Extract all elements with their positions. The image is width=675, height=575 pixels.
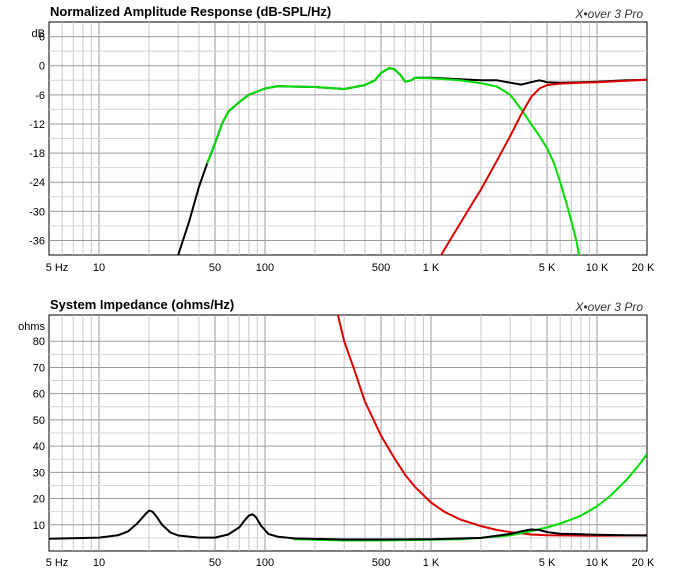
amplitude-x-tick-label: 50 xyxy=(209,262,221,274)
amplitude-x-tick-label: 20 K xyxy=(632,262,655,274)
amplitude-y-tick-label: -24 xyxy=(29,177,45,189)
impedance-x-tick-label: 5 Hz xyxy=(46,557,69,569)
impedance-series-line-2 xyxy=(49,509,647,541)
impedance-y-tick-label: 50 xyxy=(33,415,45,427)
amplitude-x-tick-label: 5 Hz xyxy=(46,262,69,274)
impedance-x-tick-label: 1 K xyxy=(423,557,440,569)
impedance-y-tick-label: 70 xyxy=(33,362,45,374)
impedance-series-line-0 xyxy=(336,315,647,537)
amplitude-x-tick-label: 10 K xyxy=(586,262,609,274)
amplitude-chart-title: Normalized Amplitude Response (dB-SPL/Hz… xyxy=(50,4,331,19)
amplitude-x-tick-label: 500 xyxy=(372,262,390,274)
impedance-x-tick-label: 5 K xyxy=(539,557,556,569)
impedance-series-group xyxy=(49,315,647,542)
impedance-x-tick-label: 50 xyxy=(209,557,221,569)
impedance-y-tick-label: 60 xyxy=(33,389,45,401)
amplitude-watermark: X•over 3 Pro xyxy=(574,7,643,21)
impedance-y-tick-label: 20 xyxy=(33,494,45,506)
impedance-y-tick-label: 40 xyxy=(33,441,45,453)
amplitude-y-tick-label: -6 xyxy=(35,90,45,102)
impedance-chart-title: System Impedance (ohms/Hz) xyxy=(50,297,234,312)
amplitude-series-group xyxy=(177,67,647,255)
impedance-x-tick-label: 20 K xyxy=(632,557,655,569)
impedance-panel: System Impedance (ohms/Hz) X•over 3 Pro … xyxy=(18,297,655,569)
impedance-y-tick-label: 10 xyxy=(33,520,45,532)
impedance-y-tick-label: 30 xyxy=(33,467,45,479)
amplitude-y-tick-label: -36 xyxy=(29,235,45,247)
impedance-x-tick-label: 10 xyxy=(93,557,105,569)
amplitude-y-tick-label: -12 xyxy=(29,119,45,131)
amplitude-x-ticks: 5 Hz 10 50 100 500 1 K 5 K 10 K 20 K xyxy=(46,262,655,274)
amplitude-grid xyxy=(49,22,647,255)
amplitude-y-tick-label: -30 xyxy=(29,206,45,218)
amplitude-series-line-2 xyxy=(440,78,647,255)
amplitude-series-line-1 xyxy=(206,67,581,255)
amplitude-y-unit-label: dB xyxy=(32,28,45,40)
amplitude-y-ticks: 6 0 -6 -12 -18 -24 -30 -36 xyxy=(29,32,45,248)
impedance-x-ticks: 5 Hz 10 50 100 500 1 K 5 K 10 K 20 K xyxy=(46,557,655,569)
amplitude-y-tick-label: -18 xyxy=(29,148,45,160)
amplitude-x-tick-label: 100 xyxy=(256,262,274,274)
impedance-y-tick-label: 80 xyxy=(33,336,45,348)
impedance-y-unit-label: ohms xyxy=(18,321,45,333)
amplitude-y-tick-label: 6 xyxy=(39,32,45,44)
impedance-grid xyxy=(49,315,647,551)
impedance-y-ticks: 80 70 60 50 40 30 20 10 xyxy=(33,336,45,532)
amplitude-y-tick-label: 0 xyxy=(39,61,45,73)
impedance-x-tick-label: 100 xyxy=(256,557,274,569)
amplitude-x-tick-label: 10 xyxy=(93,262,105,274)
amplitude-response-panel: Normalized Amplitude Response (dB-SPL/Hz… xyxy=(29,4,655,274)
amplitude-x-tick-label: 1 K xyxy=(423,262,440,274)
impedance-x-tick-label: 500 xyxy=(372,557,390,569)
amplitude-x-tick-label: 5 K xyxy=(539,262,556,274)
impedance-x-tick-label: 10 K xyxy=(586,557,609,569)
impedance-watermark: X•over 3 Pro xyxy=(574,300,643,314)
